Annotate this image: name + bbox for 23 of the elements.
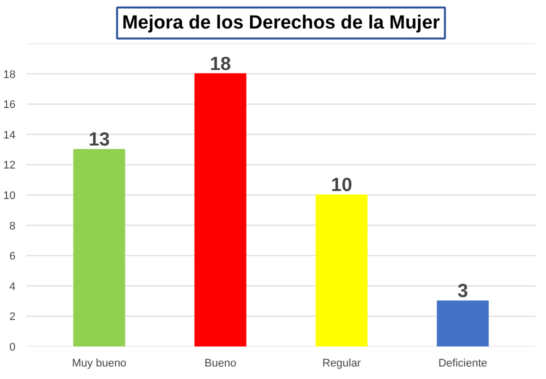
y-tick-label: 12 [3, 160, 16, 172]
data-label: 10 [331, 175, 352, 196]
x-tick-label: Muy bueno [72, 358, 126, 370]
data-label: 18 [210, 54, 231, 75]
bar [436, 300, 489, 346]
y-tick-label: 4 [9, 280, 16, 293]
chart-title: Mejora de los Derechos de la Mujer [122, 12, 441, 34]
y-tick-label: 2 [9, 311, 16, 324]
y-tick-label: 10 [3, 190, 16, 202]
x-tick-label: Bueno [204, 358, 236, 370]
x-tick-label: Regular [322, 358, 362, 370]
bar [73, 149, 126, 346]
y-tick-label: 18 [3, 68, 16, 81]
data-label: 3 [458, 281, 468, 302]
y-tick-label: 14 [3, 129, 16, 142]
x-tick-label: Deficiente [438, 358, 488, 370]
y-tick-label: 6 [9, 250, 16, 263]
y-tick-label: 8 [9, 220, 16, 232]
y-tick-label: 0 [9, 342, 16, 354]
data-label: 13 [88, 130, 110, 151]
bar [316, 194, 368, 346]
bar [194, 73, 246, 346]
y-tick-label: 16 [3, 99, 16, 112]
